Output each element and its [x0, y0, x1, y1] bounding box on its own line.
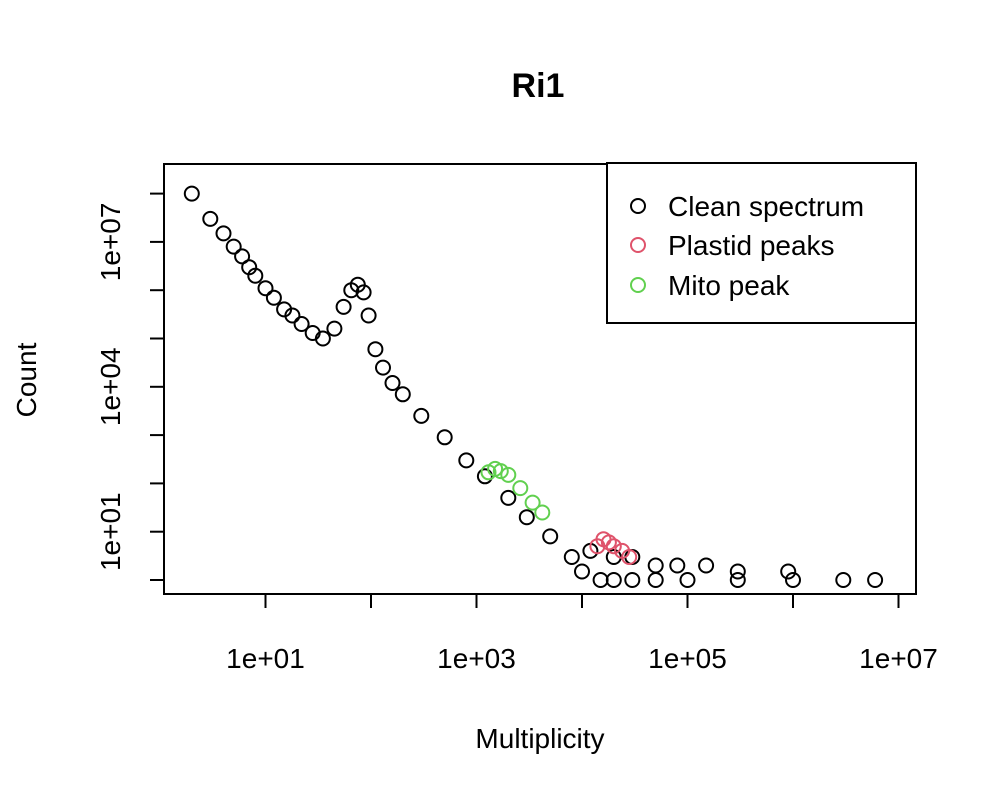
- data-point: [780, 563, 797, 580]
- data-point: [436, 429, 453, 446]
- data-point: [512, 480, 529, 497]
- data-point: [413, 407, 430, 424]
- y-tick-label: 1e+07: [95, 203, 126, 282]
- data-point: [492, 463, 509, 480]
- data-point: [394, 386, 411, 403]
- data-point: [524, 494, 541, 511]
- data-points: [183, 185, 884, 588]
- data-point: [592, 572, 609, 588]
- legend-label-mito: Mito peak: [668, 270, 790, 301]
- y-tick-label: 1e+01: [95, 492, 126, 571]
- data-point: [600, 534, 617, 551]
- data-point: [605, 538, 622, 555]
- data-point: [647, 557, 664, 574]
- data-point: [500, 489, 517, 506]
- data-point: [335, 298, 352, 315]
- legend-marker-mito: [630, 277, 646, 293]
- data-point: [293, 316, 310, 332]
- data-point: [729, 563, 746, 580]
- series-0: [183, 185, 884, 588]
- data-point: [835, 572, 852, 588]
- x-tick-label: 1e+01: [226, 643, 305, 674]
- data-point: [679, 572, 696, 588]
- data-point: [284, 307, 301, 324]
- x-axis-label: Multiplicity: [475, 723, 604, 754]
- chart-title: Ri1: [512, 67, 565, 105]
- y-axis-label: Count: [11, 342, 42, 417]
- data-point: [621, 549, 638, 565]
- x-tick-label: 1e+03: [437, 643, 516, 674]
- series-2: [480, 460, 551, 521]
- legend: Clean spectrum Plastid peaks Mito peak: [606, 162, 917, 324]
- data-point: [867, 572, 884, 588]
- data-point: [326, 320, 343, 337]
- series-1: [589, 531, 638, 565]
- legend-label-clean: Clean spectrum: [668, 191, 864, 222]
- legend-marker-clean: [630, 198, 646, 214]
- data-point: [367, 341, 384, 358]
- x-tick-label: 1e+07: [859, 643, 938, 674]
- data-point: [247, 267, 264, 284]
- data-point: [500, 466, 517, 483]
- data-point: [202, 210, 219, 227]
- data-point: [225, 238, 242, 255]
- data-point: [314, 330, 331, 347]
- data-point: [624, 572, 641, 588]
- data-point: [698, 557, 715, 574]
- data-point: [542, 528, 559, 545]
- data-point: [355, 284, 372, 301]
- data-point: [215, 225, 232, 242]
- data-point: [563, 549, 580, 565]
- legend-box: [606, 162, 917, 324]
- y-axis: 1e+01 1e+04 1e+07: [95, 192, 165, 581]
- data-point: [384, 375, 401, 391]
- x-tick-label: 1e+05: [648, 643, 727, 674]
- y-tick-label: 1e+04: [95, 347, 126, 426]
- legend-label-plastid: Plastid peaks: [668, 230, 835, 261]
- data-point: [183, 185, 200, 202]
- data-point: [265, 289, 282, 306]
- data-point: [669, 557, 686, 574]
- data-point: [257, 280, 274, 297]
- x-axis: 1e+01 1e+03 1e+05 1e+07: [226, 593, 938, 674]
- data-point: [647, 572, 664, 588]
- data-point: [476, 468, 493, 485]
- data-point: [785, 572, 801, 588]
- data-point: [458, 452, 475, 469]
- data-point: [518, 509, 535, 526]
- data-point: [534, 504, 551, 521]
- data-point: [375, 359, 391, 376]
- data-point: [360, 307, 377, 324]
- data-point: [574, 563, 590, 580]
- data-point: [605, 572, 622, 588]
- data-point: [234, 248, 251, 265]
- legend-marker-plastid: [630, 237, 646, 253]
- data-point: [729, 572, 746, 588]
